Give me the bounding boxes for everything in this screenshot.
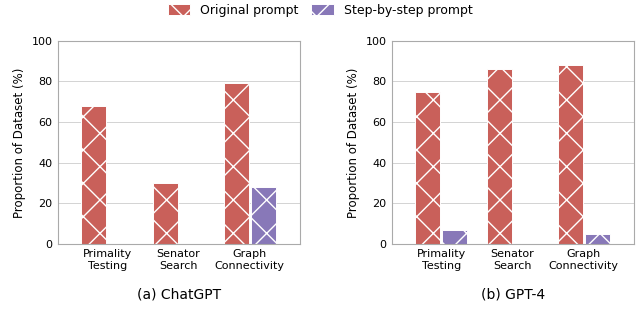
Bar: [415, 91, 440, 244]
Bar: [224, 83, 249, 244]
Bar: [152, 183, 177, 244]
X-axis label: (b) GPT-4: (b) GPT-4: [481, 287, 545, 301]
Bar: [442, 230, 467, 244]
Bar: [251, 187, 276, 244]
Y-axis label: Proportion of Dataset (%): Proportion of Dataset (%): [13, 67, 26, 218]
Bar: [81, 106, 106, 244]
Legend: Original prompt, Step-by-step prompt: Original prompt, Step-by-step prompt: [164, 0, 476, 20]
Bar: [585, 234, 610, 244]
Bar: [486, 69, 511, 244]
X-axis label: (a) ChatGPT: (a) ChatGPT: [136, 287, 221, 301]
Y-axis label: Proportion of Dataset (%): Proportion of Dataset (%): [347, 67, 360, 218]
Bar: [558, 65, 582, 244]
